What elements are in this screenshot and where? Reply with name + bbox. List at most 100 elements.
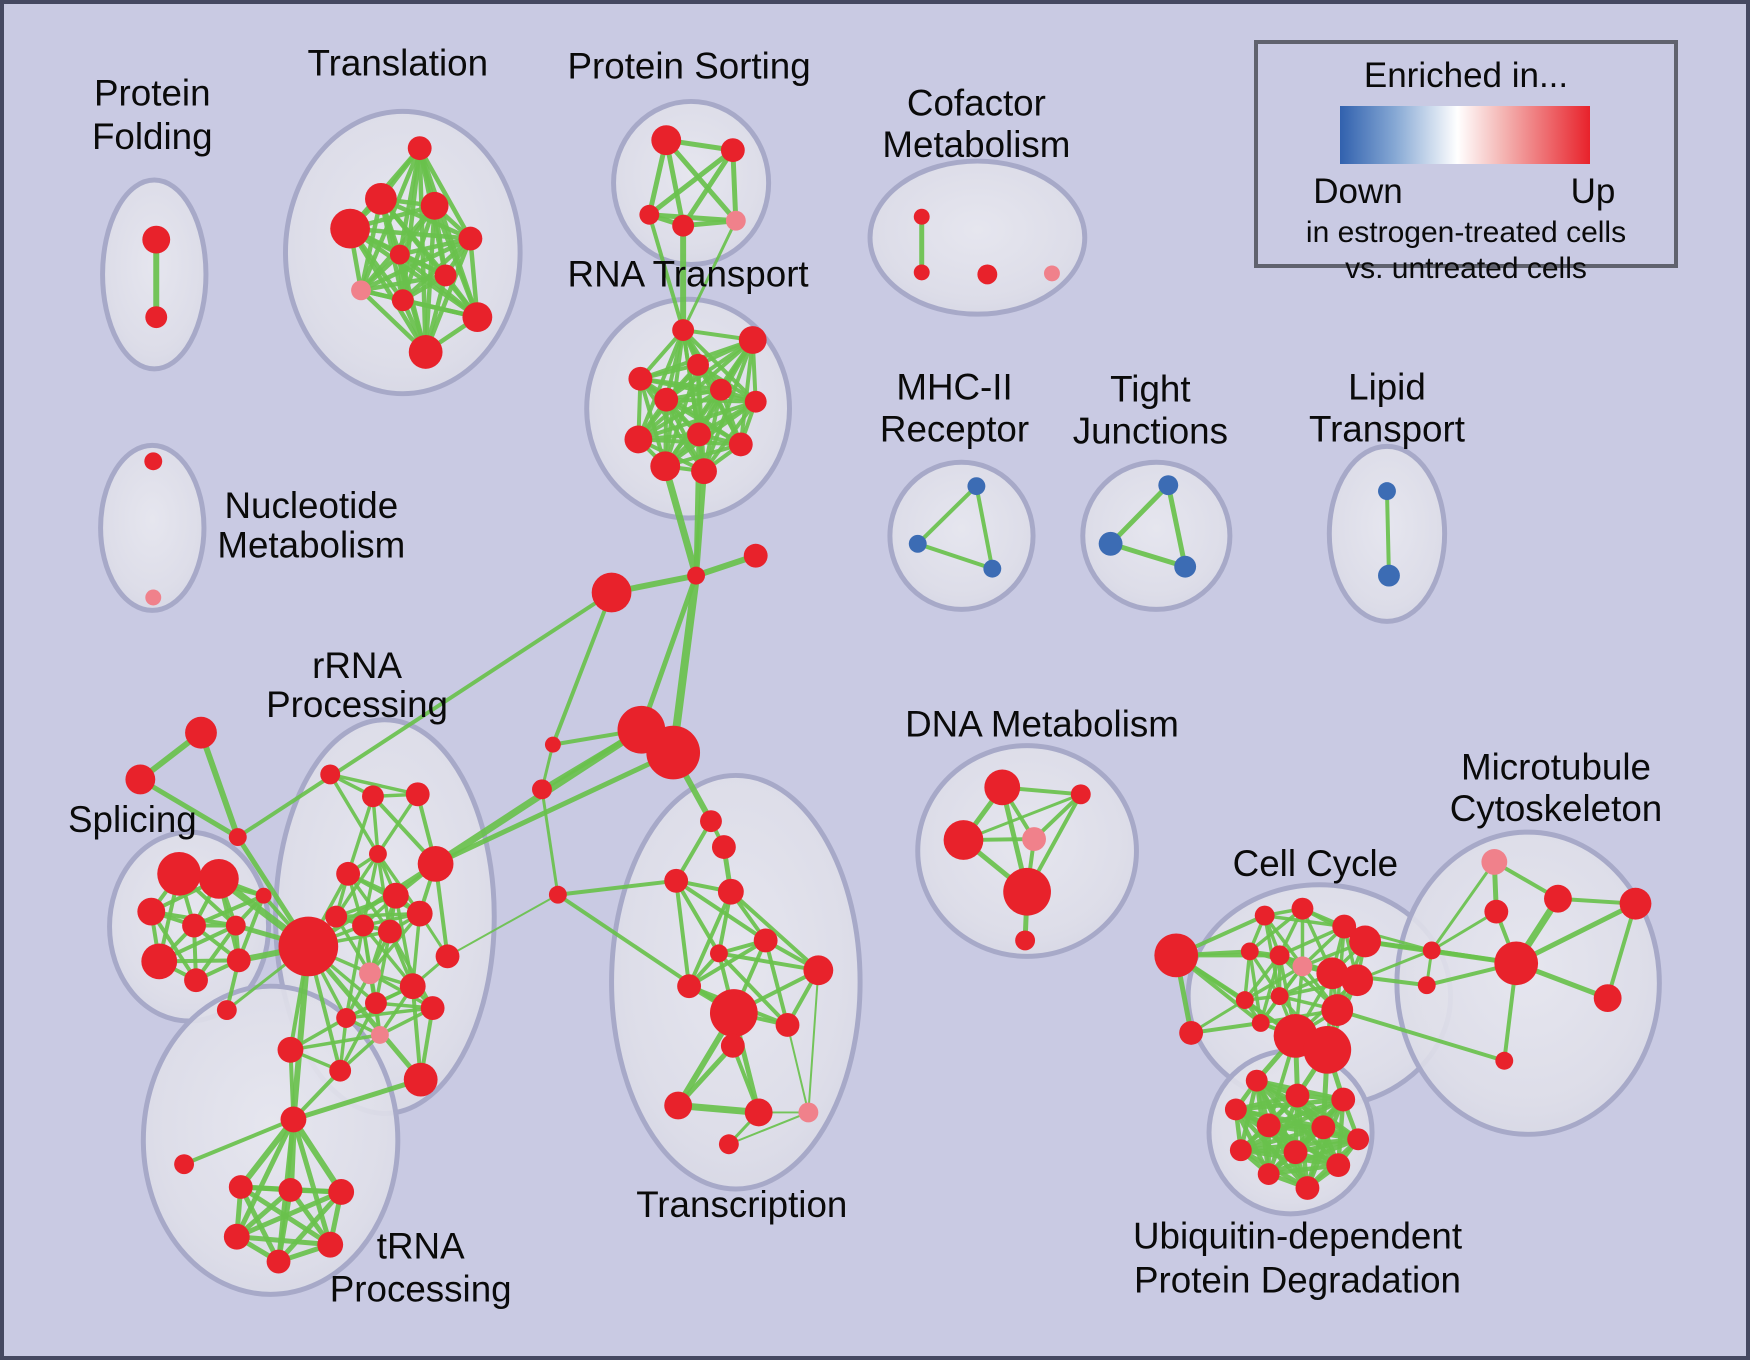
node-r4 [628, 366, 653, 391]
node-cm3 [977, 264, 998, 285]
cluster-rna-transport-label-line1: RNA Transport [568, 253, 809, 294]
edge-d2-d3 [961, 792, 1083, 842]
node-c14 [1321, 994, 1354, 1026]
edge-tr2-tr5 [728, 889, 821, 973]
node-nm1 [144, 452, 163, 471]
node-n8 [406, 900, 433, 927]
edge-n17-n20 [288, 1033, 382, 1052]
edge-ps2-ps4 [680, 147, 736, 229]
node-j1 [687, 566, 706, 585]
node-d4 [1022, 827, 1046, 851]
edge-c3-c9 [1262, 913, 1305, 969]
edge-x2-x3 [137, 776, 241, 840]
node-ps1 [651, 125, 682, 156]
edge-u4-u7 [276, 1189, 344, 1265]
node-n5 [417, 846, 454, 882]
node-x1 [185, 716, 217, 749]
node-r9 [624, 425, 653, 454]
node-m6 [1417, 976, 1436, 995]
node-x3 [228, 828, 247, 847]
node-m9 [1495, 1051, 1514, 1070]
edge-b1-o3 [550, 590, 614, 747]
cluster-dna-metabolism-label-line1: DNA Metabolism [905, 704, 1179, 745]
cluster-rrna-processing-label-line1: rRNA [312, 645, 402, 686]
node-r7 [744, 390, 767, 413]
edge-m1-m4 [1430, 860, 1496, 952]
node-q12 [1295, 1176, 1320, 1200]
node-s6 [141, 943, 178, 980]
node-lt2 [1378, 564, 1400, 587]
node-q4 [1224, 1098, 1247, 1121]
node-c7 [1240, 942, 1259, 961]
node-tr8 [775, 1013, 800, 1037]
edge-tr4-tr5 [716, 951, 821, 973]
node-tr12 [798, 1102, 819, 1123]
node-m3 [1484, 899, 1509, 924]
node-c15 [1251, 1014, 1270, 1032]
node-s5 [225, 915, 246, 936]
cluster-ubiquitin-degradation-label-line1: Ubiquitin-dependent [1133, 1216, 1462, 1257]
edge-n2-n6 [346, 794, 375, 876]
node-o2 [532, 779, 552, 800]
node-tj3 [1174, 555, 1197, 578]
cluster-nucleotide-metabolism-ellipse [98, 442, 207, 613]
node-lt1 [1378, 482, 1396, 501]
node-n4 [368, 845, 387, 863]
node-s9 [255, 887, 272, 904]
edge-o2-o1 [540, 787, 560, 897]
node-j2 [743, 543, 768, 568]
node-pf1 [142, 225, 171, 254]
node-m8 [1619, 887, 1652, 920]
edge-mh1-mh2 [915, 484, 979, 546]
edge-n15-n16 [344, 1006, 435, 1020]
edge-r4-r12 [638, 376, 706, 474]
edge-tr1-tr4 [674, 878, 721, 956]
edge-n21-u5 [234, 1116, 296, 1240]
edge-tr1-tr6 [674, 878, 692, 989]
edge-m7-m8 [1605, 901, 1638, 1001]
node-tr9 [720, 1033, 745, 1058]
node-d1 [984, 769, 1021, 806]
node-tj2 [1098, 531, 1123, 556]
node-r12 [691, 458, 717, 485]
node-s4 [182, 913, 206, 938]
edge-c9-c12 [1243, 964, 1305, 1002]
cluster-nucleotide-metabolism-label-line1: Nucleotide [224, 485, 398, 526]
node-t11 [408, 335, 443, 369]
edge-n8-n9 [334, 911, 422, 919]
node-tr13 [718, 1134, 739, 1155]
node-u4 [328, 1179, 355, 1205]
edge-mh1-mh3 [974, 484, 995, 571]
node-r8 [687, 422, 711, 447]
node-n22 [435, 944, 460, 969]
cluster-tight-junctions-label-line1: Tight [1110, 369, 1190, 410]
edge-tr2-tr6 [687, 889, 733, 989]
edge-n21-u4 [290, 1116, 345, 1195]
node-tr0a [700, 810, 722, 833]
cluster-protein-sorting-label-line1: Protein Sorting [567, 46, 810, 87]
edge-r7-r12 [702, 399, 758, 474]
node-c2 [1179, 1020, 1204, 1045]
node-c17 [1303, 1025, 1352, 1074]
node-mh1 [967, 477, 986, 496]
cluster-nucleotide-metabolism-label-line2: Metabolism [217, 525, 405, 566]
cluster-transcription-label-line1: Transcription [636, 1184, 847, 1225]
edge-r8-j1 [693, 431, 702, 579]
node-n9 [325, 905, 348, 928]
node-tr6 [677, 974, 702, 999]
edge-t5-t6 [397, 236, 473, 257]
edge-m3-m4 [1430, 910, 1498, 952]
node-n11 [377, 919, 402, 944]
edge-u5-u6 [234, 1234, 333, 1248]
node-s10 [216, 1000, 237, 1020]
node-n3 [405, 782, 430, 807]
node-r1 [672, 319, 695, 342]
legend-down-label: Down [1313, 172, 1403, 211]
node-ps4 [672, 214, 695, 237]
node-tr2 [717, 878, 744, 905]
node-t6 [389, 244, 410, 265]
cluster-trna-processing-label-line2: Processing [330, 1268, 512, 1309]
edge-n21-u1 [182, 1117, 296, 1167]
node-n10 [352, 914, 374, 937]
node-m1 [1481, 849, 1508, 875]
